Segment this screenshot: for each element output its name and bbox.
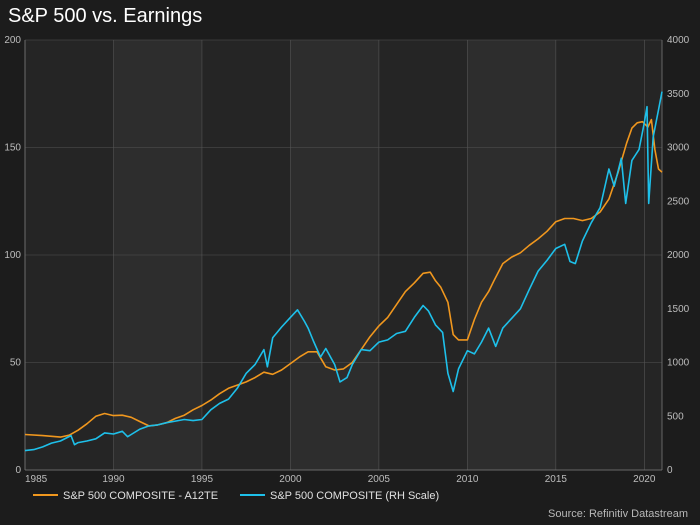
right-tick-label: 3000 (667, 143, 690, 154)
left-tick-label: 0 (15, 465, 21, 476)
x-tick-label: 2015 (545, 474, 568, 485)
x-tick-label: 2010 (456, 474, 479, 485)
x-tick-label: 1990 (102, 474, 125, 485)
right-tick-label: 3500 (667, 89, 690, 100)
right-tick-label: 500 (667, 411, 684, 422)
x-tick-label: 2000 (279, 474, 302, 485)
right-tick-label: 2500 (667, 196, 690, 207)
legend-label: S&P 500 COMPOSITE - A12TE (63, 490, 218, 502)
series-lines (24, 91, 663, 452)
left-tick-label: 50 (10, 358, 22, 369)
x-tick-label: 2005 (368, 474, 391, 485)
right-tick-label: 1500 (667, 304, 690, 315)
source-note: Source: Refinitiv Datastream (548, 508, 688, 520)
index-series-line (24, 91, 663, 452)
gridlines (24, 39, 663, 471)
legend: S&P 500 COMPOSITE - A12TE S&P 500 COMPOSI… (33, 490, 439, 502)
x-tick-label: 2020 (633, 474, 656, 485)
right-tick-label: 1000 (667, 358, 690, 369)
left-tick-label: 150 (4, 143, 21, 154)
right-axis-ticks: 0 500 1000 1500 2000 2500 3000 3500 4000 (667, 35, 690, 476)
x-tick-label: 1985 (25, 474, 48, 485)
left-tick-label: 100 (4, 250, 21, 261)
x-tick-label: 1995 (191, 474, 214, 485)
left-tick-label: 200 (4, 35, 21, 46)
x-axis-ticks: 1985 1990 1995 2000 2005 2010 2015 2020 (25, 474, 656, 485)
legend-label: S&P 500 COMPOSITE (RH Scale) (270, 490, 439, 502)
left-axis-ticks: 0 50 100 150 200 (4, 35, 21, 476)
right-tick-label: 2000 (667, 250, 690, 261)
right-tick-label: 4000 (667, 35, 690, 46)
right-tick-label: 0 (667, 465, 673, 476)
chart-title: S&P 500 vs. Earnings (8, 5, 203, 27)
